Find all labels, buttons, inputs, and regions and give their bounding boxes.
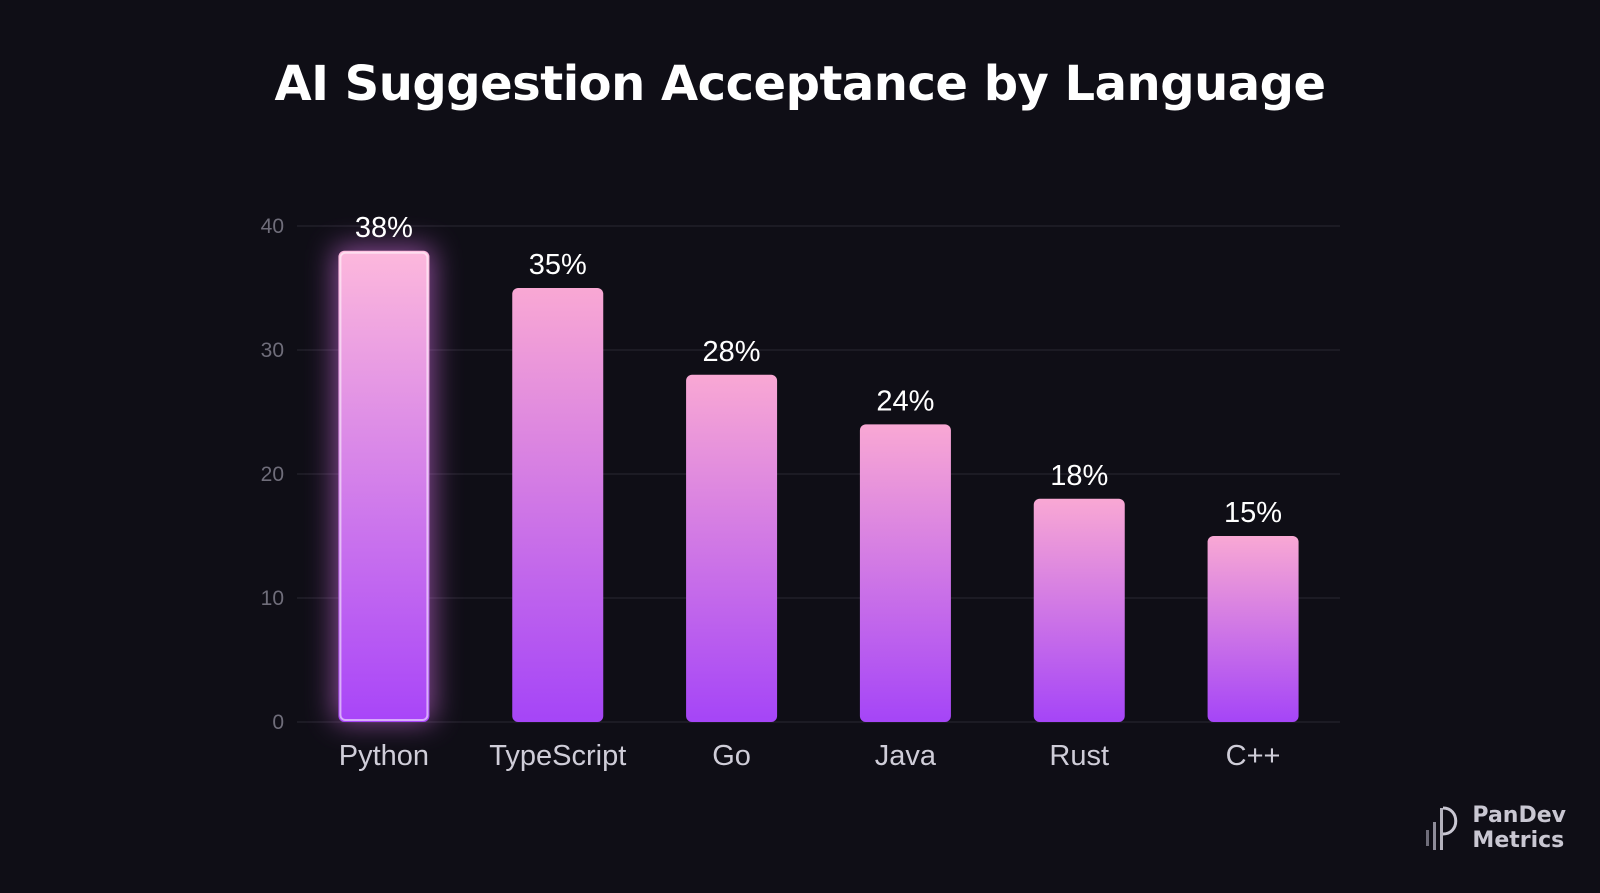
y-tick-label: 40 bbox=[261, 215, 284, 238]
category-label: Java bbox=[875, 740, 937, 772]
pandev-logo-icon bbox=[1426, 806, 1458, 850]
category-label: Python bbox=[339, 740, 429, 772]
bar bbox=[859, 424, 951, 722]
value-label: 18% bbox=[1050, 460, 1108, 492]
bar bbox=[338, 250, 430, 723]
gridlines bbox=[297, 225, 1340, 723]
bar-highlight-outline bbox=[339, 251, 429, 722]
category-label: TypeScript bbox=[489, 740, 626, 772]
bar bbox=[1033, 498, 1125, 722]
value-label: 24% bbox=[876, 385, 934, 417]
value-label: 28% bbox=[703, 336, 761, 368]
brand-name: PanDev Metrics bbox=[1472, 803, 1566, 853]
y-tick-label: 10 bbox=[261, 587, 284, 610]
bars bbox=[334, 246, 1299, 723]
y-tick-label: 30 bbox=[261, 339, 284, 362]
category-label: Rust bbox=[1049, 740, 1109, 772]
y-axis-ticks: 0 10 20 30 40 bbox=[261, 215, 284, 734]
value-label: 15% bbox=[1224, 497, 1282, 529]
bar bbox=[512, 288, 604, 722]
value-label: 38% bbox=[355, 212, 413, 244]
brand-logo: PanDev Metrics bbox=[1424, 803, 1566, 853]
bar bbox=[686, 374, 778, 722]
category-label: Go bbox=[712, 740, 751, 772]
labels: 38% Python 35% TypeScript 28% Go 24% Java 18% Rus… bbox=[339, 212, 1282, 772]
brand-line-2: Metrics bbox=[1472, 828, 1565, 853]
bar bbox=[1207, 536, 1299, 722]
chart-title: AI Suggestion Acceptance by Language bbox=[274, 56, 1326, 112]
brand-line-1: PanDev bbox=[1472, 803, 1566, 828]
value-label: 35% bbox=[529, 249, 587, 281]
y-tick-label: 0 bbox=[272, 711, 284, 734]
category-label: C++ bbox=[1226, 740, 1281, 772]
y-tick-label: 20 bbox=[261, 463, 284, 486]
